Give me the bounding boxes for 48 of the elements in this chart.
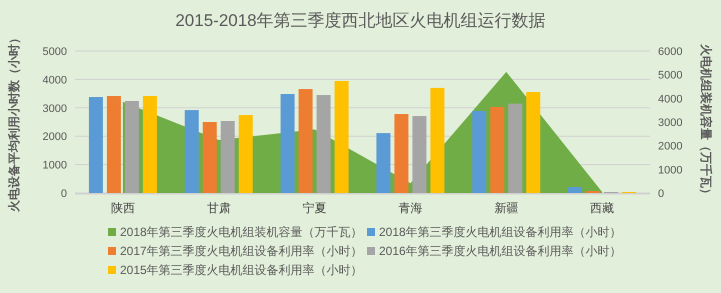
x-tick-label: 陕西	[110, 201, 135, 215]
y2-tick-label: 1000	[658, 164, 682, 176]
bar	[220, 121, 235, 193]
y-tick-label: 2000	[42, 131, 67, 144]
chart-title: 2015-2018年第三季度西北地区火电机组运行数据	[175, 11, 546, 30]
y2-tick-label: 0	[658, 188, 664, 200]
y-axis-title: 火电设备平均利用小时数（小时）	[7, 32, 21, 213]
bar	[106, 96, 121, 193]
bar	[142, 96, 157, 193]
bar	[394, 114, 408, 193]
x-tick-label: 西藏	[590, 201, 614, 215]
y2-axis-title: 火电机组装机容量（万千瓦）	[699, 43, 713, 200]
bar	[430, 88, 444, 193]
bar	[280, 94, 295, 193]
x-tick-label: 甘肃	[206, 201, 231, 215]
legend-label: 2018年第三季度火电机组装机容量（万千瓦）	[120, 225, 363, 239]
bar	[316, 95, 331, 193]
bar	[490, 106, 504, 193]
bar	[508, 104, 522, 193]
x-tick-label: 新疆	[494, 201, 518, 215]
y2-tick-label: 4000	[658, 93, 682, 106]
bar	[526, 92, 540, 193]
y2-tick-label: 3000	[658, 117, 682, 129]
y2-tick-label: 5000	[658, 70, 682, 82]
y-tick-label: 1000	[42, 160, 67, 172]
y-tick-label: 4000	[42, 74, 67, 86]
bar	[238, 115, 253, 193]
y2-tick-label: 6000	[658, 46, 682, 58]
legend-label: 2016年第三季度火电机组设备利用率（小时）	[379, 244, 622, 258]
bar	[88, 97, 103, 193]
bar	[334, 80, 349, 193]
x-tick-label: 宁夏	[302, 201, 327, 215]
bar	[376, 133, 390, 193]
legend-label: 2017年第三季度火电机组设备利用率（小时）	[120, 244, 363, 258]
bar	[472, 110, 486, 193]
bar	[124, 100, 139, 193]
y-tick-label: 3000	[42, 102, 67, 115]
y2-tick-label: 2000	[658, 140, 682, 153]
bar	[412, 116, 426, 193]
y-tick-label: 5000	[42, 46, 67, 58]
bar	[184, 110, 199, 193]
legend-label: 2015年第三季度火电机组设备利用率（小时）	[120, 263, 363, 277]
y-tick-label: 0	[60, 188, 67, 200]
x-tick-label: 青海	[398, 201, 422, 215]
legend-label: 2018年第三季度火电机组设备利用率（小时）	[379, 225, 622, 239]
bar	[298, 89, 313, 193]
bar	[202, 122, 217, 193]
bar	[568, 187, 582, 193]
